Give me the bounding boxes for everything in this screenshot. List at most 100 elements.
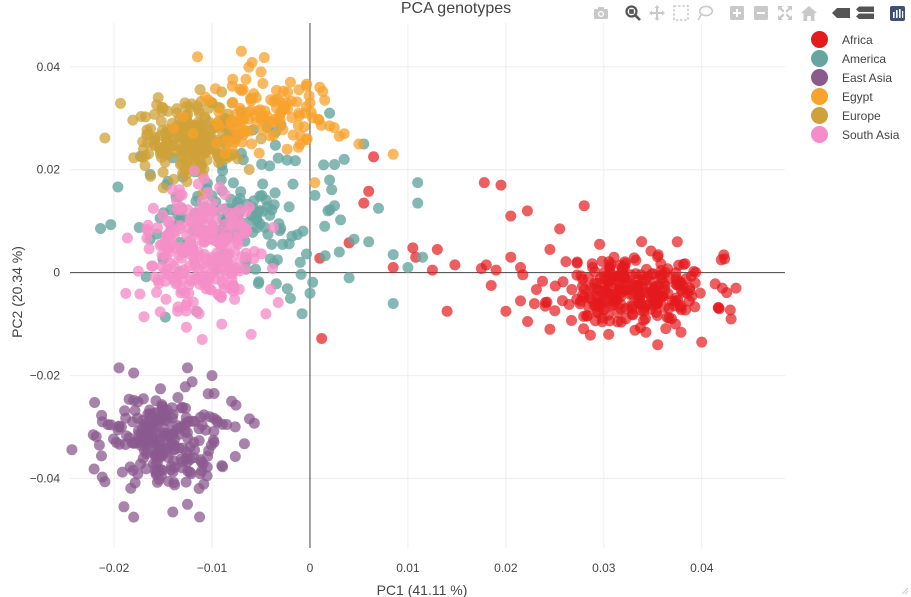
data-point[interactable] [309, 189, 321, 201]
scatter-points[interactable] [66, 45, 742, 523]
data-point[interactable] [651, 298, 663, 310]
data-point[interactable] [245, 328, 257, 340]
data-point[interactable] [193, 104, 205, 116]
data-point[interactable] [617, 267, 629, 279]
data-point[interactable] [292, 120, 304, 132]
data-point[interactable] [581, 310, 593, 322]
data-point[interactable] [566, 284, 578, 295]
data-point[interactable] [656, 269, 668, 281]
data-point[interactable] [196, 334, 208, 345]
data-point[interactable] [604, 261, 616, 273]
data-point[interactable] [549, 305, 561, 317]
data-point[interactable] [202, 388, 214, 400]
data-point[interactable] [167, 273, 179, 285]
data-point[interactable] [319, 250, 331, 262]
data-point[interactable] [251, 215, 263, 227]
data-point[interactable] [165, 438, 177, 450]
data-point[interactable] [566, 315, 577, 326]
data-point[interactable] [233, 283, 245, 295]
data-point[interactable] [265, 283, 277, 295]
data-point[interactable] [521, 205, 533, 217]
data-point[interactable] [156, 444, 168, 456]
data-point[interactable] [154, 414, 166, 426]
data-point[interactable] [329, 159, 340, 170]
data-point[interactable] [230, 207, 241, 219]
data-point[interactable] [645, 245, 657, 257]
data-point[interactable] [211, 137, 223, 149]
data-point[interactable] [89, 397, 101, 408]
data-point[interactable] [185, 468, 197, 480]
data-point[interactable] [595, 296, 607, 308]
data-point[interactable] [291, 96, 303, 108]
data-point[interactable] [238, 126, 250, 138]
data-point[interactable] [216, 460, 228, 472]
data-point[interactable] [309, 177, 321, 189]
data-point[interactable] [198, 173, 210, 185]
data-point[interactable] [146, 260, 158, 272]
legend-item-east-asia[interactable]: East Asia [808, 68, 899, 87]
data-point[interactable] [250, 92, 262, 104]
plotly-logo-button[interactable] [886, 3, 908, 23]
data-point[interactable] [571, 257, 583, 269]
data-point[interactable] [625, 299, 637, 311]
data-point[interactable] [165, 460, 177, 472]
data-point[interactable] [296, 308, 308, 320]
data-point[interactable] [155, 115, 167, 127]
data-point[interactable] [184, 214, 196, 226]
data-point[interactable] [198, 236, 210, 248]
data-point[interactable] [441, 305, 453, 317]
data-point[interactable] [495, 179, 507, 191]
data-point[interactable] [256, 124, 268, 136]
data-point[interactable] [146, 431, 158, 443]
data-point[interactable] [260, 308, 272, 320]
data-point[interactable] [515, 262, 526, 273]
data-point[interactable] [145, 170, 157, 182]
data-point[interactable] [324, 120, 336, 132]
data-point[interactable] [175, 201, 187, 213]
data-point[interactable] [233, 227, 245, 239]
data-point[interactable] [189, 151, 201, 163]
data-point[interactable] [207, 251, 219, 263]
data-point[interactable] [294, 138, 306, 150]
data-point[interactable] [169, 479, 181, 491]
data-point[interactable] [202, 186, 214, 198]
data-point[interactable] [125, 482, 137, 494]
data-point[interactable] [213, 106, 225, 118]
data-point[interactable] [594, 238, 606, 250]
data-point[interactable] [140, 448, 152, 460]
data-point[interactable] [641, 263, 652, 275]
data-point[interactable] [182, 456, 193, 468]
data-point[interactable] [243, 164, 255, 175]
data-point[interactable] [113, 362, 125, 374]
data-point[interactable] [156, 125, 168, 137]
data-point[interactable] [127, 114, 139, 126]
data-point[interactable] [102, 419, 114, 431]
data-point[interactable] [258, 52, 270, 63]
data-point[interactable] [147, 202, 159, 214]
data-point[interactable] [515, 295, 526, 307]
data-point[interactable] [289, 155, 301, 167]
data-point[interactable] [287, 129, 299, 141]
box-select-button[interactable] [670, 3, 692, 23]
data-point[interactable] [173, 184, 185, 196]
data-point[interactable] [116, 466, 128, 478]
data-point[interactable] [140, 271, 152, 283]
data-point[interactable] [227, 177, 239, 189]
data-point[interactable] [271, 254, 283, 266]
data-point[interactable] [96, 471, 108, 483]
data-point[interactable] [277, 238, 288, 250]
data-point[interactable] [183, 287, 195, 299]
data-point[interactable] [121, 232, 133, 244]
data-point[interactable] [192, 250, 204, 262]
data-point[interactable] [177, 401, 188, 413]
data-point[interactable] [329, 200, 340, 212]
data-point[interactable] [113, 421, 125, 433]
data-point[interactable] [152, 92, 164, 104]
data-point[interactable] [368, 151, 380, 163]
data-point[interactable] [128, 511, 140, 523]
data-point[interactable] [631, 283, 643, 295]
data-point[interactable] [505, 210, 517, 222]
data-point[interactable] [234, 102, 246, 114]
data-point[interactable] [280, 97, 292, 109]
